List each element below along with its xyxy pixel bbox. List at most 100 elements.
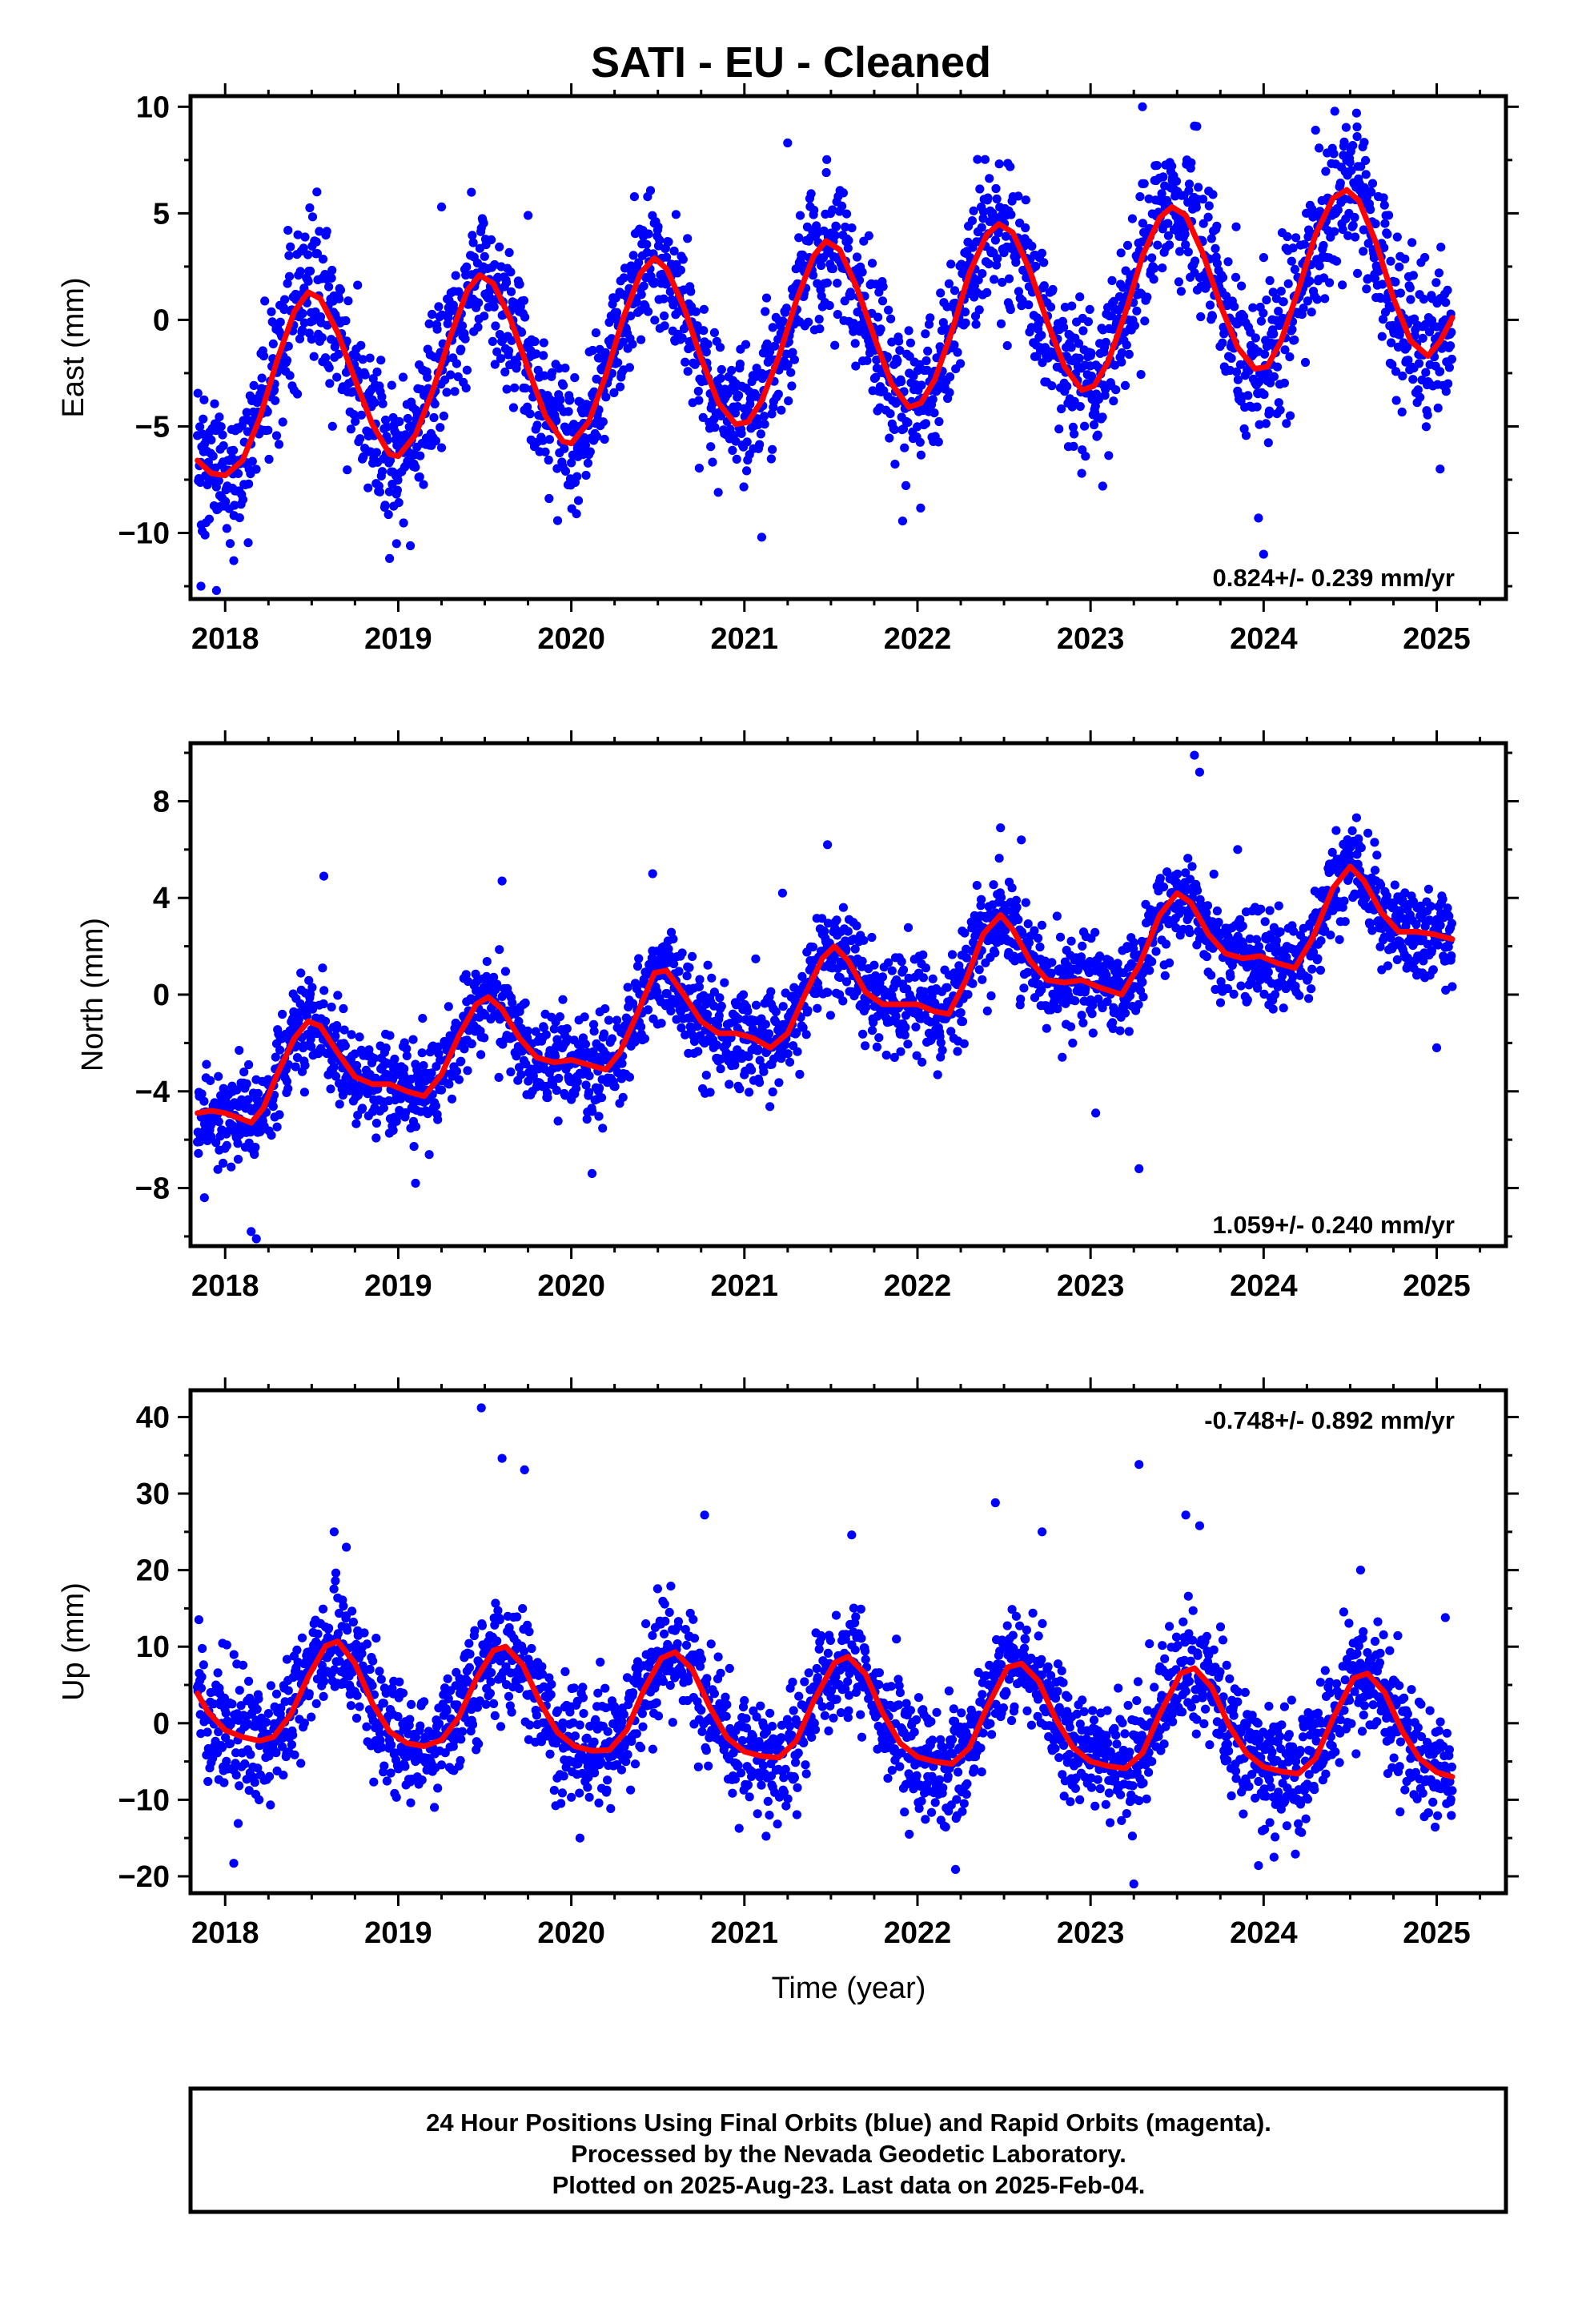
east-data-point [1305,276,1315,286]
east-data-point [1283,279,1293,288]
east-data-point [207,435,216,445]
north-data-point [358,1104,367,1113]
east-data-point [1347,166,1356,175]
north-data-point [456,1056,466,1066]
east-data-point [1407,238,1417,247]
north-data-point [1212,906,1222,916]
east-data-point [833,310,842,320]
east-data-point [809,205,819,215]
east-data-point [1285,411,1295,420]
east-data-point [980,155,990,164]
east-data-point [1024,300,1034,310]
east-data-point [694,464,705,473]
east-data-point [804,317,813,327]
east-data-point [930,408,939,418]
east-data-point [1130,320,1139,331]
east-data-point [293,230,303,239]
east-data-point [828,263,837,274]
north-data-point [1271,935,1281,945]
east-x-tick-label: 2024 [1230,622,1298,656]
north-data-point [580,1012,589,1022]
north-data-point [572,1077,582,1087]
north-data-point [206,1076,215,1085]
north-data-point [347,1030,356,1039]
north-data-point [867,932,877,943]
east-outlier-point [524,211,533,220]
east-data-point [616,382,625,392]
east-data-point [353,280,363,290]
north-data-point [803,1006,813,1015]
east-data-point [903,418,913,428]
east-data-point [1367,179,1378,188]
east-data-point [1408,375,1418,384]
north-data-point [764,1029,774,1039]
east-data-point [1435,367,1445,376]
north-data-point [307,1042,316,1051]
east-data-point [706,442,716,452]
east-data-point [423,372,432,382]
east-data-point [300,232,310,242]
north-data-point [694,982,705,991]
east-data-point [1287,256,1296,266]
north-data-point [1090,927,1100,937]
north-data-point [628,999,638,1008]
east-data-point [1395,288,1405,298]
north-data-point [433,1115,443,1124]
east-data-point [371,448,381,457]
east-data-point [324,363,334,372]
east-data-point [532,349,541,359]
east-data-point [756,429,766,439]
east-data-point [660,311,669,321]
east-data-point [761,307,770,316]
east-data-point [1263,438,1273,448]
east-data-point [1218,273,1228,283]
east-data-point [1014,191,1023,201]
east-data-point [283,279,292,288]
east-data-point [876,324,885,334]
north-data-point [953,1047,962,1056]
east-data-point [1060,303,1070,312]
north-data-point [618,1092,628,1102]
east-x-tick-label: 2023 [1057,622,1125,656]
east-data-point [312,187,322,197]
north-data-point [693,1047,703,1056]
north-data-point [1068,1038,1078,1048]
east-data-point [693,321,702,331]
east-data-point [332,372,342,382]
east-data-point [923,346,933,356]
north-data-point [417,1048,427,1058]
east-data-point [789,355,800,364]
east-data-point [1290,335,1299,345]
east-data-point [436,423,445,432]
east-data-point [1333,205,1343,215]
east-data-point [1057,404,1066,414]
east-data-point [504,247,514,257]
east-data-point [360,370,370,380]
east-data-point [1074,353,1084,363]
east-data-point [650,316,660,325]
north-data-point [596,1093,607,1103]
east-data-point [1039,258,1049,267]
east-data-point [351,416,360,426]
east-data-point [243,538,253,548]
east-outlier-point [196,581,206,591]
north-data-point [714,1011,724,1020]
north-data-point [1370,866,1380,875]
north-data-point [624,1072,635,1082]
east-data-point [1447,354,1456,364]
east-data-point [1352,122,1362,132]
east-data-point [660,321,669,331]
north-data-point [1288,971,1298,981]
east-data-point [889,424,899,435]
north-data-point [1303,973,1313,983]
east-data-point [683,234,693,243]
east-x-tick-label: 2022 [884,622,952,656]
east-data-point [1441,387,1451,396]
east-data-point [214,476,223,485]
east-data-point [1397,407,1407,417]
east-data-point [520,312,530,322]
east-data-point [619,273,628,283]
east-data-point [990,235,1000,245]
north-data-point [1271,990,1280,999]
east-data-point [327,273,336,283]
